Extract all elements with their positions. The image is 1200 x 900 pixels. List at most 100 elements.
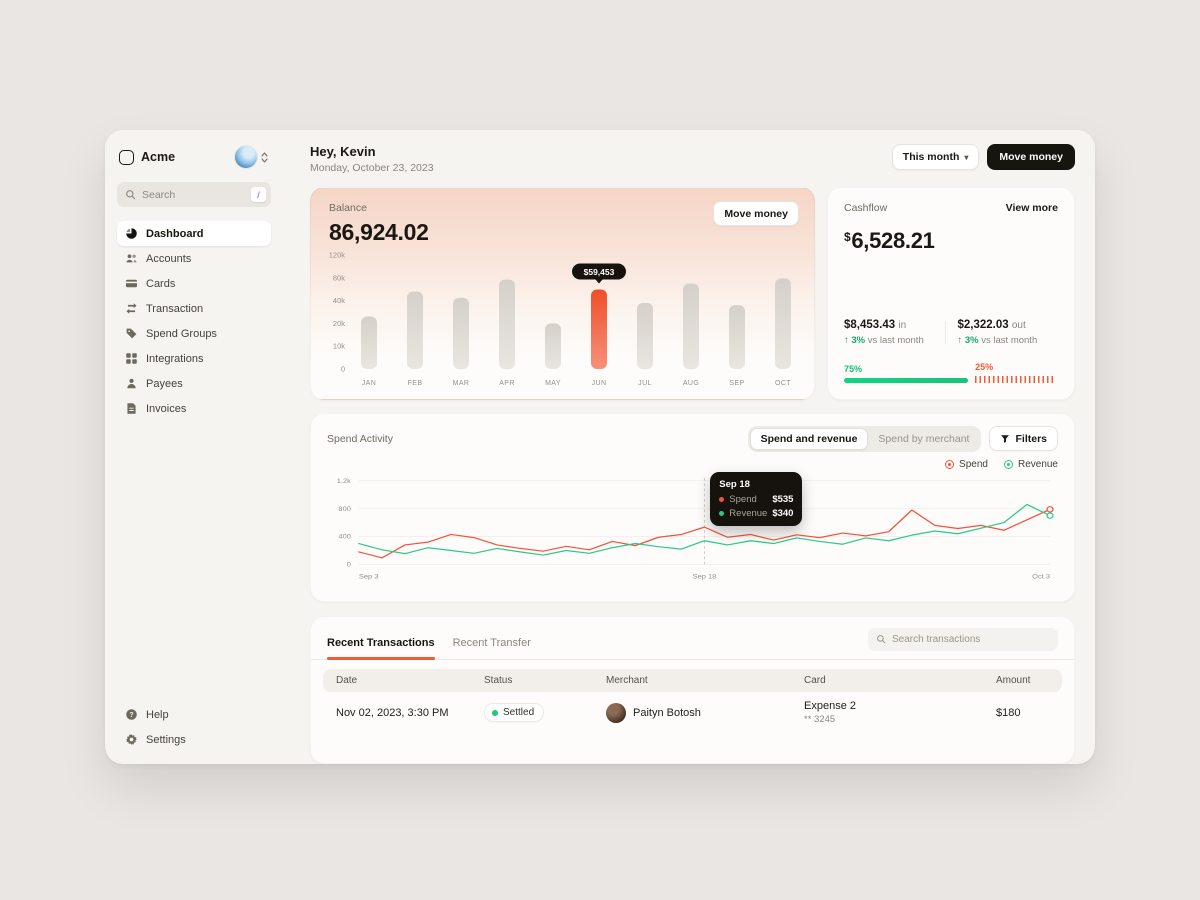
cashflow-outflow: $2,322.03 out ↑ 3% vs last month [957,318,1038,346]
svg-text:120k: 120k [329,250,346,259]
integrations-icon [124,352,138,365]
settled-dot-icon [492,709,498,716]
svg-text:APR: APR [499,380,515,387]
sidebar-item-label: Cards [146,277,176,290]
transactions-table: Date Status Merchant Card Amount Nov 02,… [311,660,1074,734]
merchant-avatar [606,702,626,723]
inflow-amount: $8,453.43 [844,318,896,331]
sidebar-item-accounts[interactable]: Accounts [117,246,271,271]
filters-button[interactable]: Filters [989,426,1058,452]
sidebar-item-label: Payees [146,377,183,390]
period-select[interactable]: This month ▾ [891,144,980,170]
brand-row: Acme [119,144,269,170]
spend-activity-card: Spend Activity Spend and revenue Spend b… [310,412,1075,602]
sidebar: Acme / Dashboard [105,130,283,764]
svg-text:?: ? [129,712,133,719]
view-more-link[interactable]: View more [1005,202,1058,214]
outflow-amount: $2,322.03 [957,318,1009,331]
gear-icon [124,733,138,746]
sidebar-item-label: Help [146,708,169,721]
payees-icon [124,377,138,390]
col-status: Status [484,674,513,686]
search-input[interactable] [142,188,245,201]
brand-name: Acme [141,150,176,164]
dashboard-icon [124,227,138,240]
sidebar-item-settings[interactable]: Settings [117,727,271,752]
col-card: Card [804,674,826,686]
arrow-up-icon: ↑ [844,334,849,346]
transactions-search[interactable] [868,627,1058,651]
user-avatar [235,146,257,168]
invoices-icon [124,402,138,415]
tab-recent-transfer[interactable]: Recent Transfer [452,636,531,649]
cell-merchant: Paityn Botosh [593,702,791,723]
sidebar-nav: Dashboard Accounts Cards Transaction Spe… [117,221,271,421]
filter-icon [1000,434,1010,444]
outflow-bar [975,375,1057,383]
balance-bar-chart[interactable]: 120k 80k 40k 20k 10k 0 JAN FEB MAR APR MAY JUN JUL AU… [327,245,799,393]
account-switcher[interactable] [235,146,269,168]
table-header: Date Status Merchant Card Amount [323,668,1062,692]
table-row[interactable]: Nov 02, 2023, 3:30 PM Settled Paityn Bot… [323,692,1062,734]
toggle-spend-and-revenue[interactable]: Spend and revenue [749,427,869,450]
search-icon [125,189,136,200]
svg-text:JUL: JUL [638,380,652,387]
sidebar-item-integrations[interactable]: Integrations [117,346,271,371]
search-icon [876,634,886,644]
sidebar-item-payees[interactable]: Payees [117,371,271,396]
sidebar-item-label: Dashboard [146,227,204,240]
sidebar-item-help[interactable]: ? Help [117,702,271,727]
sidebar-item-spend-groups[interactable]: Spend Groups [117,321,271,346]
sidebar-item-transaction[interactable]: Transaction [117,296,271,321]
svg-text:800: 800 [338,506,351,513]
spend-activity-title: Spend Activity [327,432,393,445]
svg-text:JUN: JUN [592,380,607,387]
chevron-down-icon: ▾ [964,152,969,162]
cell-card: Expense 2 ** 3245 [804,700,856,726]
outflow-percent: 25% [975,361,994,372]
col-amount: Amount [996,674,1031,686]
cell-date: Nov 02, 2023, 3:30 PM [336,706,449,719]
cards-icon [124,277,138,290]
spend-dot-icon [719,496,725,502]
sidebar-item-cards[interactable]: Cards [117,271,271,296]
cashflow-ratio-bars: 75% 25% [844,362,1058,383]
transactions-search-input[interactable] [892,633,1050,645]
sidebar-search[interactable]: / [117,182,271,207]
sidebar-item-label: Spend Groups [146,327,217,340]
svg-text:Oct 3: Oct 3 [1032,574,1050,581]
transaction-icon [124,302,138,315]
tab-recent-transactions[interactable]: Recent Transactions [327,637,435,660]
search-shortcut-badge: / [251,187,266,202]
svg-text:AUG: AUG [683,380,699,387]
current-date: Monday, October 23, 2023 [310,162,434,174]
svg-text:OCT: OCT [775,380,791,387]
app-window: Acme / Dashboard [105,130,1095,764]
sidebar-item-invoices[interactable]: Invoices [117,396,271,421]
svg-text:20k: 20k [333,319,345,328]
divider [944,320,946,344]
svg-text:MAY: MAY [545,380,561,387]
sidebar-item-dashboard[interactable]: Dashboard [117,221,271,246]
balance-move-money-button[interactable]: Move money [713,201,799,226]
tag-icon [124,327,138,340]
cell-status: Settled [471,703,593,723]
svg-text:JAN: JAN [362,380,376,387]
spend-legend-icon [945,459,955,469]
svg-text:Sep 3: Sep 3 [359,574,379,581]
move-money-button[interactable]: Move money [987,144,1075,170]
balance-card: Balance 86,924.02 Move money 120k 80k 40k 2… [310,187,815,400]
revenue-dot-icon [719,510,725,516]
cell-amount: $180 [996,706,1021,719]
chart-legend: Spend Revenue [327,459,1058,470]
svg-text:FEB: FEB [408,380,423,387]
toggle-spend-by-merchant[interactable]: Spend by merchant [868,428,979,450]
transactions-card: Recent Transactions Recent Transfer Date… [310,615,1075,764]
chevron-up-down-icon [260,151,269,164]
inflow-bar [844,377,969,383]
chart-mode-toggle: Spend and revenue Spend by merchant [747,425,982,452]
svg-text:0: 0 [347,562,351,569]
spend-line-chart[interactable]: 1.2k 800 400 0 Sep 3 Sep 18 Oct 3 Sep 18 Spend… [327,471,1058,589]
currency-symbol: $ [844,230,851,244]
